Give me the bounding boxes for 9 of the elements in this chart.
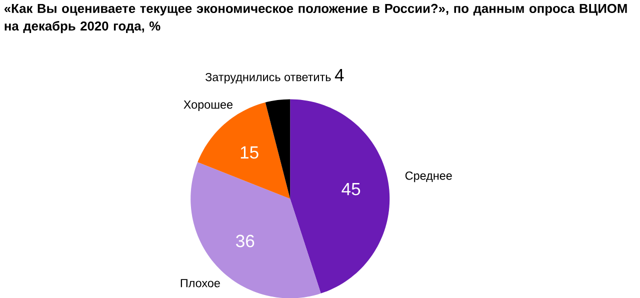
slice-label: Затруднились ответить: [205, 72, 331, 84]
data-label: 15: [240, 146, 258, 158]
chart-title: «Как Вы оцениваете текущее экономическое положение в России?», по данным опроса ВЦИОМ на декабрь 2020 года, %: [4, 4, 627, 33]
data-label: 45: [342, 182, 360, 196]
slice-label: Среднее: [405, 171, 452, 182]
slice-label: Хорошее: [184, 100, 233, 111]
data-label: 4: [334, 68, 344, 81]
data-label: 36: [236, 234, 254, 248]
slice-label: Плохое: [180, 278, 220, 288]
